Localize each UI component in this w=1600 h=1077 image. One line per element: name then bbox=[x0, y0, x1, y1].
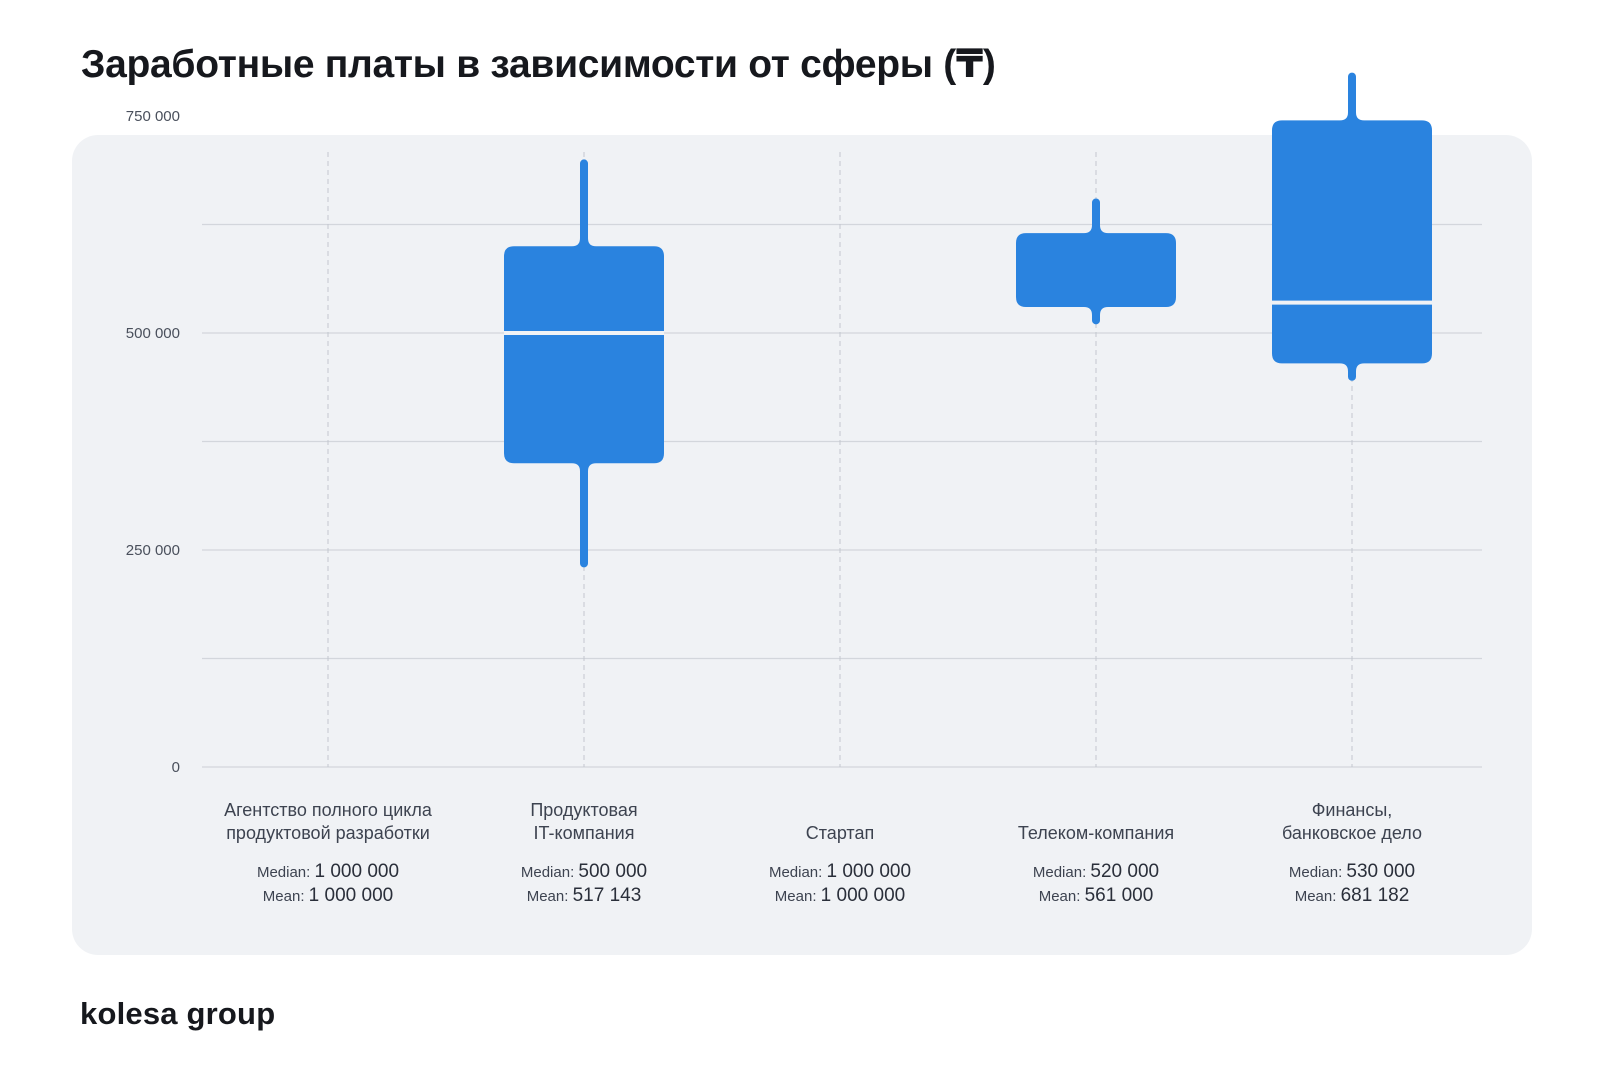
mean-stat: Mean: 1 000 000 bbox=[700, 884, 980, 908]
median-value: 1 000 000 bbox=[314, 861, 400, 882]
chart-title: Заработные платы в зависимости от сферы … bbox=[81, 43, 996, 86]
median-value: 1 000 000 bbox=[826, 861, 912, 882]
mean-label: Mean: bbox=[262, 888, 305, 905]
category-label: Стартап bbox=[805, 823, 875, 843]
median-label: Median: bbox=[520, 864, 575, 881]
box-with-whiskers bbox=[504, 159, 664, 568]
median-label: Median: bbox=[1288, 864, 1343, 881]
mean-label: Mean: bbox=[526, 888, 569, 905]
median-stat: Median: 500 000 bbox=[444, 860, 724, 884]
mean-value: 1 000 000 bbox=[308, 885, 394, 906]
box-with-whiskers bbox=[1016, 198, 1176, 325]
mean-value: 681 182 bbox=[1340, 885, 1410, 906]
mean-value: 561 000 bbox=[1084, 885, 1154, 906]
category-stats: Median: 1 000 000 Mean: 1 000 000 bbox=[188, 860, 468, 908]
mean-value: 517 143 bbox=[572, 885, 642, 906]
median-stat: Median: 520 000 bbox=[956, 860, 1236, 884]
median-stat: Median: 530 000 bbox=[1212, 860, 1492, 884]
category-stats: Median: 500 000 Mean: 517 143 bbox=[444, 860, 724, 908]
median-stat: Median: 1 000 000 bbox=[700, 860, 980, 884]
median-value: 530 000 bbox=[1346, 861, 1416, 882]
mean-stat: Mean: 1 000 000 bbox=[188, 884, 468, 908]
mean-stat: Mean: 517 143 bbox=[444, 884, 724, 908]
category-stats: Median: 530 000 Mean: 681 182 bbox=[1212, 860, 1492, 908]
mean-value: 1 000 000 bbox=[820, 885, 906, 906]
category-label: Телеком-компания bbox=[1017, 823, 1175, 843]
median-stat: Median: 1 000 000 bbox=[188, 860, 468, 884]
y-tick-label: 250 000 bbox=[126, 542, 180, 559]
median-line bbox=[504, 331, 664, 335]
y-tick-label: 500 000 bbox=[126, 325, 180, 342]
category-stats: Median: 1 000 000 Mean: 1 000 000 bbox=[700, 860, 980, 908]
category-label: Агентство полного цикла продуктовой разр… bbox=[224, 800, 432, 843]
y-tick-label: 0 bbox=[172, 759, 180, 776]
mean-label: Mean: bbox=[774, 888, 817, 905]
median-line bbox=[1272, 300, 1432, 305]
category-stats: Median: 520 000 Mean: 561 000 bbox=[956, 860, 1236, 908]
median-label: Median: bbox=[1032, 864, 1087, 881]
category-label: Продуктовая IT-компания bbox=[530, 800, 638, 843]
median-value: 520 000 bbox=[1090, 861, 1160, 882]
category-label: Финансы, банковское дело bbox=[1281, 800, 1423, 843]
median-label: Median: bbox=[768, 864, 823, 881]
brand-logo: kolesa group bbox=[80, 996, 276, 1031]
median-value: 500 000 bbox=[578, 861, 648, 882]
mean-label: Mean: bbox=[1038, 888, 1081, 905]
median-label: Median: bbox=[256, 864, 311, 881]
mean-stat: Mean: 681 182 bbox=[1212, 884, 1492, 908]
y-tick-label: 750 000 bbox=[126, 108, 180, 125]
mean-stat: Mean: 561 000 bbox=[956, 884, 1236, 908]
box-with-whiskers bbox=[1272, 72, 1432, 381]
mean-label: Mean: bbox=[1294, 888, 1337, 905]
